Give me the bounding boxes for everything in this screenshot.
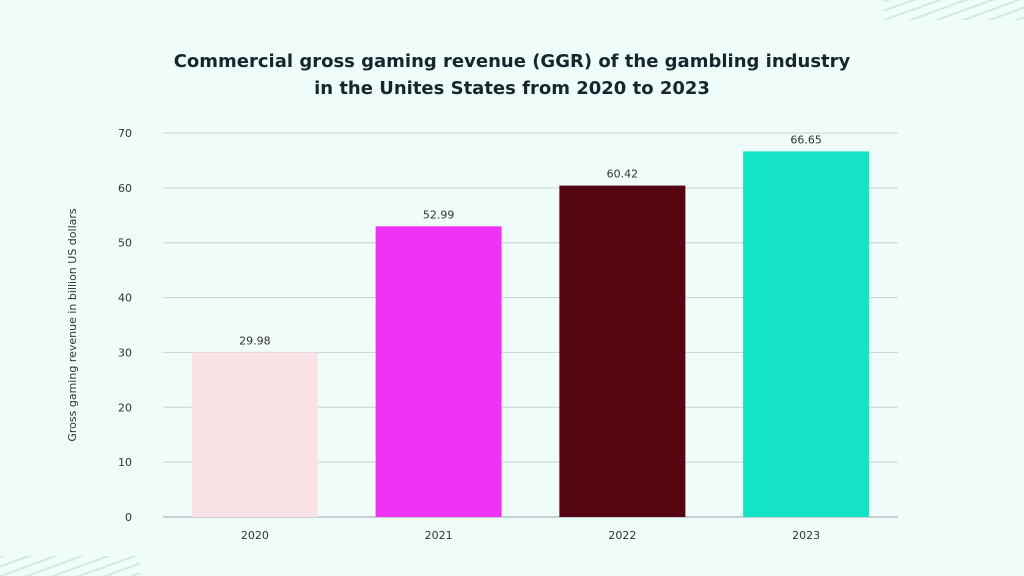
x-tick-label: 2020 xyxy=(241,529,269,542)
y-tick-label: 50 xyxy=(118,237,132,250)
y-tick-label: 30 xyxy=(118,346,132,359)
y-tick-label: 70 xyxy=(118,127,132,140)
x-tick-label: 2023 xyxy=(792,529,820,542)
y-tick-label: 40 xyxy=(118,292,132,305)
decorative-stripes-top-right xyxy=(884,0,1024,20)
chart-title-line-1: Commercial gross gaming revenue (GGR) of… xyxy=(173,51,851,72)
y-axis-label: Gross gaming revenue in billion US dolla… xyxy=(66,208,79,442)
bar-2021 xyxy=(375,226,502,517)
bar-2020 xyxy=(191,352,318,517)
data-label: 60.42 xyxy=(607,168,639,181)
x-tick-label: 2021 xyxy=(425,529,453,542)
data-label: 52.99 xyxy=(423,208,455,221)
y-tick-label: 10 xyxy=(118,456,132,469)
x-tick-label: 2022 xyxy=(608,529,636,542)
bar-2023 xyxy=(743,151,870,517)
y-tick-label: 60 xyxy=(118,182,132,195)
decorative-stripes-bottom-left xyxy=(0,556,140,576)
y-tick-label: 0 xyxy=(125,511,132,524)
bar-2022 xyxy=(559,185,686,517)
data-label: 66.65 xyxy=(790,133,822,146)
chart-title-line-2: in the Unites States from 2020 to 2023 xyxy=(314,78,710,99)
chart-title: Commercial gross gaming revenue (GGR) of… xyxy=(0,48,1024,102)
data-label: 29.98 xyxy=(239,335,271,348)
y-tick-label: 20 xyxy=(118,401,132,414)
